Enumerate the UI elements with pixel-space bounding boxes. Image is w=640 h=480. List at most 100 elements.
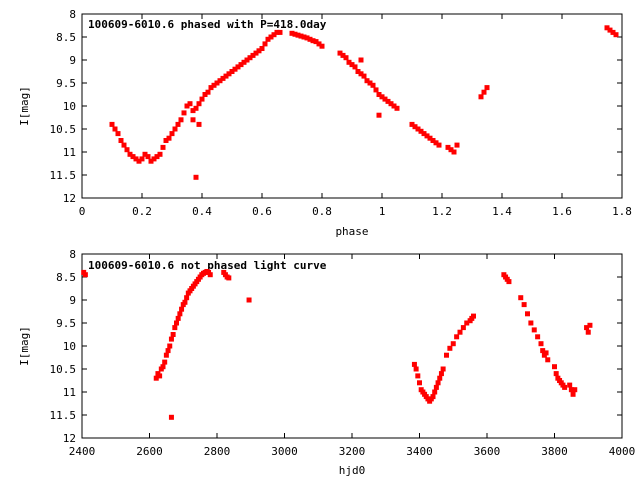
- x-tick-label: 3000: [271, 445, 298, 458]
- data-point: [127, 151, 133, 157]
- data-point: [367, 80, 373, 86]
- data-point: [184, 103, 190, 109]
- data-point: [316, 41, 322, 47]
- data-point: [538, 341, 544, 347]
- data-point: [535, 334, 541, 340]
- data-point: [262, 41, 268, 47]
- x-tick-label: 2800: [204, 445, 231, 458]
- data-point: [168, 414, 174, 420]
- data-point: [211, 82, 217, 88]
- y-tick-label: 11: [63, 386, 76, 399]
- data-point: [136, 158, 142, 164]
- data-point: [244, 57, 250, 63]
- data-point: [175, 121, 181, 127]
- x-tick-label: 2400: [69, 445, 96, 458]
- data-point: [124, 147, 130, 153]
- data-point: [531, 327, 537, 333]
- y-tick-label: 10.5: [50, 123, 77, 136]
- data-point: [165, 348, 171, 354]
- data-point: [160, 364, 166, 370]
- data-point: [157, 151, 163, 157]
- y-tick-label: 10: [63, 100, 76, 113]
- data-point: [376, 112, 382, 118]
- data-point: [202, 92, 208, 97]
- data-point: [610, 29, 616, 35]
- y-tick-label: 11: [63, 146, 76, 159]
- data-point: [130, 154, 136, 160]
- data-point: [585, 329, 591, 335]
- data-point: [179, 306, 185, 312]
- data-point: [174, 320, 179, 326]
- data-point: [528, 320, 534, 326]
- data-point: [246, 297, 252, 303]
- data-point: [139, 156, 145, 162]
- data-point: [385, 98, 391, 104]
- data-point: [435, 380, 441, 386]
- data-point: [193, 105, 199, 111]
- data-point: [540, 348, 546, 354]
- data-point: [232, 66, 238, 72]
- data-point: [518, 295, 524, 301]
- data-point: [307, 36, 313, 42]
- data-point: [214, 80, 220, 86]
- x-tick-label: 0.6: [252, 205, 272, 218]
- data-point: [413, 366, 419, 372]
- data-point: [437, 375, 443, 381]
- data-point: [256, 48, 262, 54]
- data-point: [568, 387, 574, 393]
- data-point: [346, 59, 352, 65]
- x-tick-label: 3600: [474, 445, 501, 458]
- x-tick-label: 0.4: [192, 205, 212, 218]
- data-point: [109, 121, 115, 127]
- y-tick-label: 9.5: [56, 77, 76, 90]
- y-tick-label: 8: [69, 8, 76, 21]
- data-point: [427, 135, 433, 141]
- data-point: [572, 387, 578, 393]
- x-tick-label: 0: [79, 205, 86, 218]
- data-point: [274, 29, 280, 35]
- data-point: [394, 105, 400, 111]
- data-point: [250, 52, 256, 58]
- x-axis-label: phase: [335, 225, 368, 238]
- data-point: [415, 126, 421, 132]
- data-point: [226, 275, 232, 281]
- y-tick-label: 12: [63, 192, 76, 205]
- x-tick-label: 2600: [136, 445, 163, 458]
- data-point: [292, 31, 298, 37]
- x-tick-label: 1.8: [612, 205, 632, 218]
- unphased-light-curve-panel: 2400 2600 2800 3000 3200 3400 3600 3800 4000 8 8.5…: [18, 248, 635, 477]
- data-point: [553, 371, 559, 377]
- data-point: [235, 64, 241, 70]
- x-axis-label: hjd0: [339, 464, 366, 477]
- data-point: [187, 101, 193, 107]
- data-point: [430, 394, 436, 400]
- data-point: [175, 315, 181, 321]
- data-point: [451, 149, 457, 155]
- data-point: [259, 46, 265, 51]
- y-tick-label: 10: [63, 340, 76, 353]
- y-tick-label: 8.5: [56, 271, 76, 284]
- y-tick-label: 8: [69, 248, 76, 261]
- y-tick-label: 9: [69, 54, 76, 67]
- data-point: [464, 320, 470, 326]
- data-point: [471, 313, 476, 319]
- data-point: [208, 85, 214, 91]
- data-point: [238, 62, 244, 68]
- data-point: [153, 375, 159, 381]
- data-point: [433, 384, 439, 390]
- data-point: [525, 311, 530, 317]
- data-point: [181, 110, 187, 116]
- x-tick-label: 0.8: [312, 205, 332, 218]
- data-point: [205, 89, 211, 95]
- data-point: [521, 302, 527, 308]
- data-point: [454, 334, 460, 340]
- data-point: [253, 50, 259, 56]
- data-point: [545, 357, 551, 363]
- data-point: [570, 391, 576, 397]
- data-point: [460, 325, 466, 331]
- data-point: [177, 311, 183, 317]
- data-point: [265, 36, 271, 42]
- data-point: [223, 73, 229, 79]
- data-point: [412, 124, 418, 130]
